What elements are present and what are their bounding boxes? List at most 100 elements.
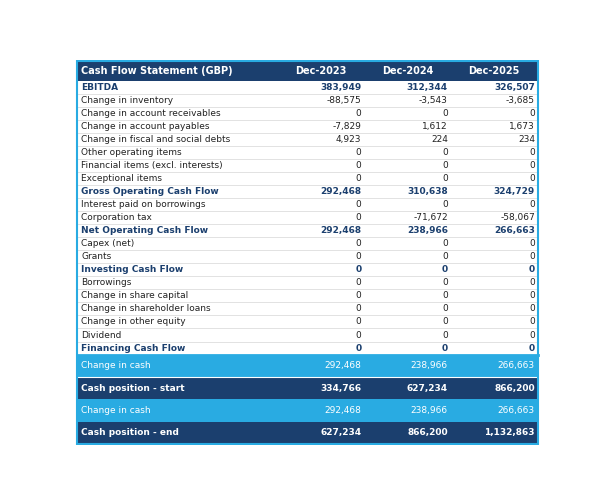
Text: 0: 0 [442, 304, 448, 314]
Text: Change in inventory: Change in inventory [81, 96, 173, 105]
Text: 292,468: 292,468 [320, 188, 361, 196]
Text: 0: 0 [529, 252, 535, 262]
Text: 0: 0 [442, 292, 448, 300]
Text: 0: 0 [529, 240, 535, 248]
Text: 266,663: 266,663 [498, 361, 535, 370]
Bar [77, 302, 538, 316]
Text: 0: 0 [442, 200, 448, 209]
Text: 238,966: 238,966 [411, 361, 448, 370]
Text: Change in account receivables: Change in account receivables [81, 109, 221, 118]
Text: 1,673: 1,673 [509, 122, 535, 131]
Text: 0: 0 [442, 278, 448, 287]
Text: 627,234: 627,234 [407, 384, 448, 392]
Text: 0: 0 [356, 252, 361, 262]
Text: 0: 0 [356, 330, 361, 340]
Bar [77, 146, 538, 160]
Text: 224: 224 [431, 135, 448, 144]
Bar [77, 94, 538, 107]
Bar [77, 186, 538, 198]
Text: Cash Flow Statement (GBP): Cash Flow Statement (GBP) [81, 66, 233, 76]
Bar [77, 160, 538, 172]
Text: 0: 0 [356, 162, 361, 170]
Bar [77, 81, 538, 94]
Bar [77, 61, 278, 81]
Text: 0: 0 [529, 278, 535, 287]
Text: 0: 0 [442, 318, 448, 326]
Text: Change in share capital: Change in share capital [81, 292, 188, 300]
Text: 266,663: 266,663 [498, 406, 535, 415]
Text: Corporation tax: Corporation tax [81, 214, 152, 222]
Bar [451, 61, 538, 81]
Text: Capex (net): Capex (net) [81, 240, 134, 248]
Bar [77, 399, 538, 421]
Text: 0: 0 [356, 200, 361, 209]
Text: Dec-2023: Dec-2023 [295, 66, 347, 76]
Text: Financing Cash Flow: Financing Cash Flow [81, 344, 185, 352]
Bar [77, 133, 538, 146]
Text: Change in cash: Change in cash [81, 361, 151, 370]
Text: -88,575: -88,575 [326, 96, 361, 105]
Text: 324,729: 324,729 [494, 188, 535, 196]
Text: -7,829: -7,829 [332, 122, 361, 131]
Text: Dividend: Dividend [81, 330, 121, 340]
Text: 0: 0 [529, 318, 535, 326]
Bar [77, 107, 538, 120]
Text: 0: 0 [529, 304, 535, 314]
Text: 0: 0 [442, 240, 448, 248]
Bar [77, 172, 538, 186]
Text: 0: 0 [442, 109, 448, 118]
Text: Investing Cash Flow: Investing Cash Flow [81, 266, 183, 274]
Text: 0: 0 [442, 344, 448, 352]
Text: Change in account payables: Change in account payables [81, 122, 209, 131]
Text: 1,612: 1,612 [422, 122, 448, 131]
Bar [77, 238, 538, 250]
Bar [77, 316, 538, 328]
Text: Gross Operating Cash Flow: Gross Operating Cash Flow [81, 188, 219, 196]
Bar [77, 224, 538, 237]
Text: 0: 0 [442, 162, 448, 170]
Text: 326,507: 326,507 [494, 83, 535, 92]
Bar [77, 212, 538, 224]
Bar [77, 342, 538, 354]
Bar [77, 328, 538, 342]
Text: 0: 0 [355, 344, 361, 352]
Text: EBITDA: EBITDA [81, 83, 118, 92]
Text: 0: 0 [529, 266, 535, 274]
Text: -58,067: -58,067 [500, 214, 535, 222]
Text: 0: 0 [356, 292, 361, 300]
Text: -3,685: -3,685 [506, 96, 535, 105]
Bar [77, 422, 538, 444]
Text: 866,200: 866,200 [407, 428, 448, 437]
Text: 266,663: 266,663 [494, 226, 535, 235]
Text: Cash position - end: Cash position - end [81, 428, 179, 437]
Text: 0: 0 [529, 344, 535, 352]
Text: 0: 0 [529, 330, 535, 340]
Text: 0: 0 [442, 252, 448, 262]
Text: 0: 0 [442, 330, 448, 340]
Text: -71,672: -71,672 [413, 214, 448, 222]
Bar [77, 120, 538, 133]
Text: Change in other equity: Change in other equity [81, 318, 185, 326]
Text: 0: 0 [442, 266, 448, 274]
Text: Net Operating Cash Flow: Net Operating Cash Flow [81, 226, 208, 235]
Text: 0: 0 [356, 304, 361, 314]
Text: Financial items (excl. interests): Financial items (excl. interests) [81, 162, 223, 170]
Text: 0: 0 [356, 109, 361, 118]
Bar [77, 276, 538, 289]
Text: 0: 0 [529, 109, 535, 118]
Text: 383,949: 383,949 [320, 83, 361, 92]
Text: 0: 0 [529, 148, 535, 158]
Text: 312,344: 312,344 [407, 83, 448, 92]
Text: 627,234: 627,234 [320, 428, 361, 437]
Text: 0: 0 [355, 266, 361, 274]
Text: Dec-2024: Dec-2024 [382, 66, 433, 76]
Text: 0: 0 [356, 278, 361, 287]
Text: 238,966: 238,966 [411, 406, 448, 415]
Bar [278, 61, 364, 81]
Text: 0: 0 [356, 214, 361, 222]
Text: 0: 0 [442, 174, 448, 184]
Bar [77, 264, 538, 276]
Bar [364, 61, 451, 81]
Text: 334,766: 334,766 [320, 384, 361, 392]
Text: 0: 0 [529, 162, 535, 170]
